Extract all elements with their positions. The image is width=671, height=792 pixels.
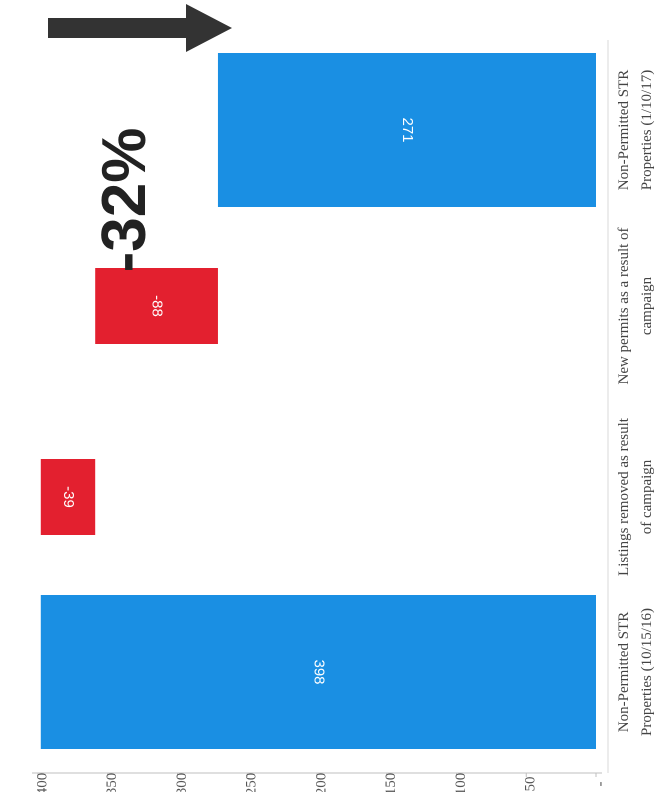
category-label-line2: Properties (1/10/17) [639, 70, 655, 190]
bar-data-label: -88 [149, 295, 166, 317]
category-labels: Non-Permitted STR Properties (10/15/16) Li… [616, 70, 655, 736]
bar [217, 53, 596, 207]
value-tick-label: 150 [383, 773, 399, 792]
category-label-line1: New permits as a result of [616, 227, 632, 384]
trend-arrow [48, 4, 232, 52]
value-tick-label: 200 [313, 773, 329, 792]
value-tick-label: 350 [104, 773, 120, 792]
value-tick-label: 250 [244, 773, 260, 792]
value-tick-label: - [592, 782, 608, 787]
value-tick-label: 400 [34, 773, 50, 792]
bar-data-label: 271 [399, 117, 416, 142]
change-annotation: -32% [48, 4, 232, 272]
bar [40, 459, 96, 535]
category-label-line2: campaign [639, 276, 655, 335]
bar-data-label: 398 [310, 659, 327, 684]
value-tick-label: 50 [523, 777, 539, 792]
category-label-line1: Non-Permitted STR [616, 612, 632, 732]
category-label-line1: Non-Permitted STR [616, 70, 632, 190]
bar [40, 595, 597, 749]
bars: 398 -39 -88 271 [40, 53, 597, 749]
value-tick-label: 300 [174, 773, 190, 792]
bar [95, 268, 218, 344]
category-label-line2: of campaign [639, 459, 655, 534]
category-label-line1: Listings removed as result [616, 417, 632, 576]
category-label-line2: Properties (10/15/16) [639, 608, 655, 736]
bar-data-label: -39 [60, 486, 77, 508]
value-tick-label: 100 [453, 773, 469, 792]
value-axis: - 50 100 150 200 250 300 350 400 [32, 40, 609, 792]
change-percent-label: -32% [90, 128, 159, 273]
